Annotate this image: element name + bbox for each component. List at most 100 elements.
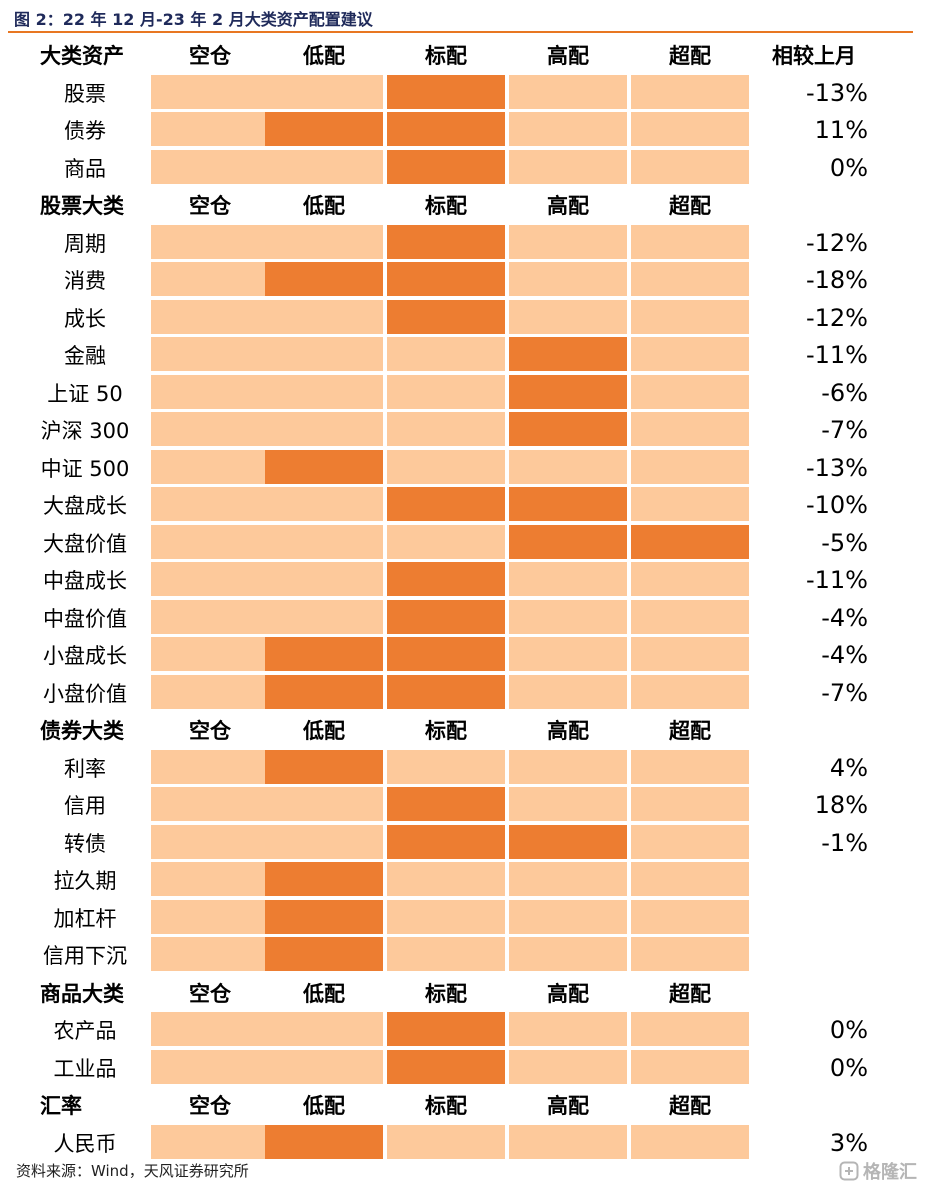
allocation-cell	[387, 1124, 505, 1159]
change-value: 4%	[829, 753, 868, 782]
allocation-cell	[631, 674, 749, 709]
change-value: 0%	[829, 153, 868, 182]
column-header: 超配	[669, 44, 711, 68]
allocation-cell	[631, 824, 749, 859]
row-label: 转债	[64, 831, 106, 856]
allocation-cell	[631, 299, 749, 334]
row-label: 金融	[64, 344, 106, 368]
row-label: 沪深 300	[40, 419, 130, 443]
row-label: 商品	[64, 156, 106, 181]
allocation-cell	[509, 299, 627, 334]
allocation-cell	[387, 899, 505, 934]
row-label: 农产品	[53, 1019, 117, 1043]
allocation-cell	[509, 749, 627, 784]
allocation-cell	[151, 749, 269, 784]
allocation-cell	[509, 1124, 627, 1159]
allocation-cell	[265, 262, 383, 296]
allocation-cell	[509, 112, 627, 146]
allocation-cell	[631, 599, 749, 634]
allocation-cell	[631, 1124, 749, 1159]
allocation-cell	[631, 374, 749, 409]
column-header: 空仓	[189, 719, 231, 743]
allocation-cell	[151, 1012, 269, 1046]
change-value: -11%	[805, 341, 868, 369]
allocation-cell	[265, 374, 383, 409]
allocation-cell	[509, 412, 627, 446]
allocation-cell	[265, 899, 383, 934]
allocation-cell	[387, 449, 505, 484]
allocation-cell	[265, 224, 383, 259]
row-label: 成长	[64, 306, 106, 331]
row-label: 拉久期	[53, 869, 117, 893]
column-header: 超配	[669, 719, 711, 743]
allocation-cell	[509, 1049, 627, 1084]
change-value: -4%	[821, 641, 868, 669]
change-value: -5%	[821, 528, 868, 557]
column-header: 标配	[425, 44, 467, 68]
column-header: 低配	[303, 194, 345, 218]
allocation-cell	[387, 74, 505, 109]
row-label: 信用	[64, 794, 106, 818]
allocation-cell	[265, 637, 383, 671]
row-label: 人民币	[53, 1131, 117, 1156]
allocation-cell	[631, 1012, 749, 1046]
column-header: 低配	[303, 719, 345, 743]
allocation-cell	[631, 899, 749, 934]
allocation-cell	[151, 74, 269, 109]
change-value: -10%	[805, 491, 868, 519]
row-label: 大盘价值	[43, 531, 127, 556]
allocation-cell	[509, 262, 627, 296]
column-header: 超配	[669, 981, 711, 1006]
allocation-cell	[509, 637, 627, 671]
column-header: 空仓	[189, 194, 231, 218]
allocation-cell	[509, 599, 627, 634]
column-header: 低配	[303, 44, 345, 68]
allocation-cell	[631, 412, 749, 446]
allocation-cell	[631, 637, 749, 671]
allocation-cell	[151, 449, 269, 484]
watermark: 格隆汇	[839, 1158, 917, 1184]
allocation-cell	[151, 412, 269, 446]
allocation-cell	[151, 262, 269, 296]
watermark-logo-icon	[839, 1161, 859, 1181]
allocation-cell	[151, 824, 269, 859]
allocation-cell	[631, 262, 749, 296]
allocation-cell	[631, 524, 749, 559]
row-label: 小盘价值	[43, 681, 127, 706]
allocation-cell	[631, 74, 749, 109]
allocation-cell	[387, 299, 505, 334]
column-header: 低配	[303, 1094, 345, 1118]
allocation-cell	[151, 374, 269, 409]
change-value: 11%	[814, 116, 868, 144]
allocation-cell	[387, 337, 505, 371]
row-label: 信用下沉	[43, 944, 127, 968]
allocation-cell	[631, 562, 749, 596]
change-value: -13%	[805, 78, 868, 107]
change-value: 18%	[814, 791, 868, 819]
allocation-cell	[265, 787, 383, 821]
row-label: 上证 50	[47, 381, 123, 406]
allocation-cell	[151, 637, 269, 671]
allocation-cell	[387, 412, 505, 446]
allocation-cell	[631, 337, 749, 371]
allocation-cell	[387, 112, 505, 146]
column-header: 标配	[425, 1094, 467, 1118]
section-header: 汇率	[40, 1094, 82, 1118]
allocation-cell	[387, 862, 505, 896]
allocation-cell	[265, 112, 383, 146]
allocation-cell	[509, 824, 627, 859]
allocation-cell	[151, 112, 269, 146]
allocation-cell	[151, 562, 269, 596]
section-header: 商品大类	[40, 981, 124, 1006]
column-header: 高配	[547, 719, 589, 743]
change-value: -7%	[821, 678, 868, 707]
column-header: 标配	[425, 981, 467, 1006]
allocation-cell	[631, 937, 749, 971]
allocation-cell	[509, 449, 627, 484]
allocation-cell	[151, 487, 269, 521]
column-header: 高配	[547, 1094, 589, 1118]
allocation-cell	[151, 937, 269, 971]
column-header: 超配	[669, 194, 711, 218]
allocation-cell	[387, 524, 505, 559]
column-header: 标配	[425, 194, 467, 218]
